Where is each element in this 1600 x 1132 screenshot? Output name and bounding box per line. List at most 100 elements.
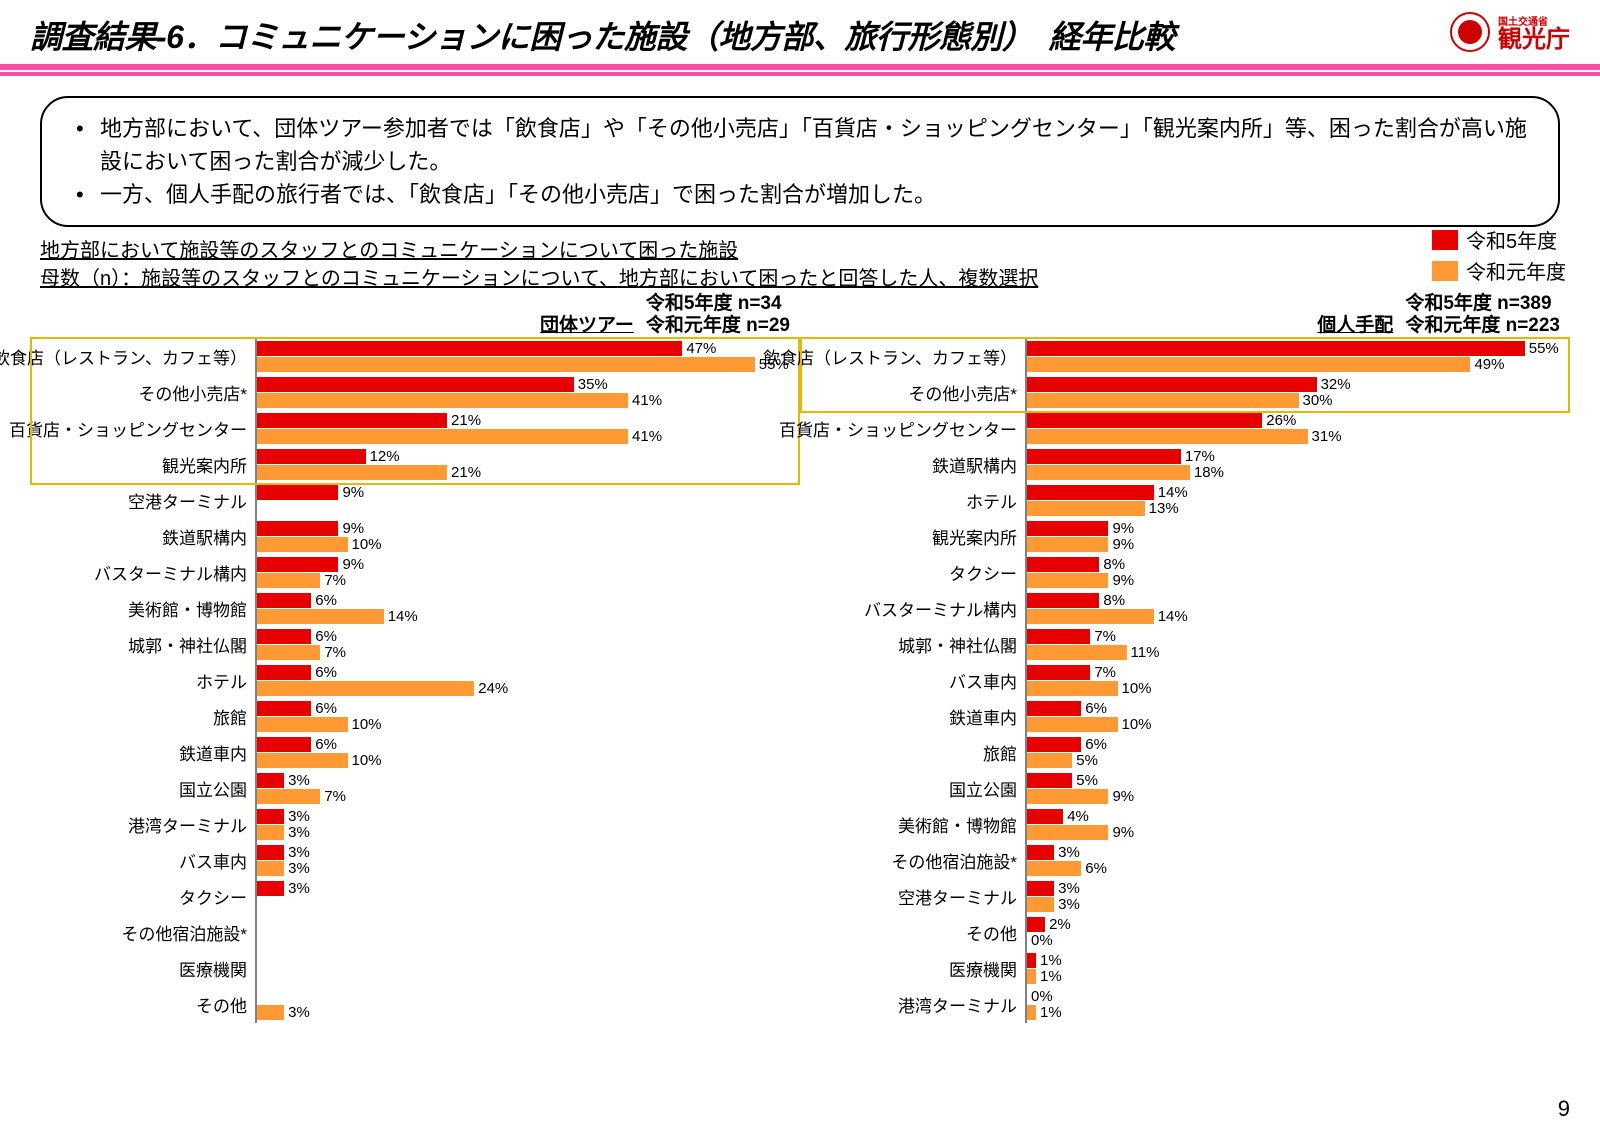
bar-row: その他宿泊施設*3%6% <box>800 843 1570 879</box>
bar-row: その他小売店*32%30% <box>800 375 1570 411</box>
bar-label: 旅館 <box>30 699 255 735</box>
agency-big: 観光庁 <box>1498 28 1570 52</box>
bar-cell: 17%18% <box>1025 447 1570 483</box>
bar-label: 城郭・神社仏閣 <box>800 627 1025 663</box>
bar-r5 <box>1027 377 1317 392</box>
swatch-r5 <box>1432 230 1458 250</box>
bar-r5 <box>257 557 338 572</box>
bar-r5 <box>1027 665 1090 680</box>
bar-row: 医療機関 <box>30 951 800 987</box>
bar-r5 <box>1027 701 1081 716</box>
bar-r5 <box>257 845 284 860</box>
bar-label: タクシー <box>800 555 1025 591</box>
bar-value: 7% <box>320 573 346 588</box>
bar-cell: 9%10% <box>255 519 800 555</box>
bar-label: バス車内 <box>800 663 1025 699</box>
bar-r5 <box>1027 341 1525 356</box>
bar-cell: 7%10% <box>1025 663 1570 699</box>
chart-right: 個人手配 令和5年度 n=389 令和元年度 n=223 飲食店（レストラン、カ… <box>800 293 1570 1023</box>
logo-icon <box>1450 12 1490 52</box>
bar-label: その他宿泊施設* <box>800 843 1025 879</box>
bar-row: バスターミナル構内9%7% <box>30 555 800 591</box>
bar-row: 空港ターミナル3%3% <box>800 879 1570 915</box>
bar-value: 18% <box>1190 465 1224 480</box>
bar-r5 <box>257 629 311 644</box>
bar-cell: 9% <box>255 483 800 519</box>
bar-row: タクシー3% <box>30 879 800 915</box>
bar-label: 鉄道駅構内 <box>30 519 255 555</box>
bar-r1 <box>257 789 320 804</box>
bar-label: バスターミナル構内 <box>800 591 1025 627</box>
bar-value: 14% <box>384 609 418 624</box>
bar-row: 国立公園5%9% <box>800 771 1570 807</box>
bar-row: 飲食店（レストラン、カフェ等）47%55% <box>30 339 800 375</box>
bar-row: その他宿泊施設* <box>30 915 800 951</box>
bar-row: ホテル6%24% <box>30 663 800 699</box>
bar-cell: 7%11% <box>1025 627 1570 663</box>
bar-r5 <box>1027 593 1099 608</box>
bar-label: 旅館 <box>800 735 1025 771</box>
bar-value: 8% <box>1099 593 1125 608</box>
bar-r1 <box>1027 969 1036 984</box>
bar-value: 3% <box>284 773 310 788</box>
bar-label: 飲食店（レストラン、カフェ等） <box>30 339 255 375</box>
bar-value: 1% <box>1036 953 1062 968</box>
bar-cell: 8%9% <box>1025 555 1570 591</box>
bar-row: 旅館6%5% <box>800 735 1570 771</box>
bar-value: 41% <box>628 429 662 444</box>
bar-r1 <box>1027 465 1190 480</box>
bar-value: 55% <box>1525 341 1559 356</box>
bar-value: 10% <box>1118 681 1152 696</box>
bar-cell: 6%7% <box>255 627 800 663</box>
bar-row: バス車内3%3% <box>30 843 800 879</box>
bar-r5 <box>257 701 311 716</box>
bar-value: 6% <box>311 737 337 752</box>
bar-row: 城郭・神社仏閣7%11% <box>800 627 1570 663</box>
bar-r5 <box>257 485 338 500</box>
bar-label: 観光案内所 <box>30 447 255 483</box>
bar-row: 鉄道車内6%10% <box>30 735 800 771</box>
bar-r1 <box>257 357 755 372</box>
bar-value: 26% <box>1262 413 1296 428</box>
bar-r1 <box>257 609 384 624</box>
bar-cell: 3%3% <box>255 843 800 879</box>
bar-cell: 3%3% <box>255 807 800 843</box>
bar-label: 百貨店・ショッピングセンター <box>800 411 1025 447</box>
bar-r1 <box>1027 501 1145 516</box>
bar-row: 飲食店（レストラン、カフェ等）55%49% <box>800 339 1570 375</box>
bar-row: 医療機関1%1% <box>800 951 1570 987</box>
bar-rows-right: 飲食店（レストラン、カフェ等）55%49%その他小売店*32%30%百貨店・ショ… <box>800 339 1570 1023</box>
bar-r1 <box>1027 573 1108 588</box>
chart-right-n-r5: 令和5年度 n=389 <box>1405 293 1560 315</box>
bar-label: 国立公園 <box>800 771 1025 807</box>
summary-box: 地方部において、団体ツアー参加者では「飲食店」や「その他小売店」「百貨店・ショッ… <box>40 96 1560 227</box>
bar-cell: 12%21% <box>255 447 800 483</box>
bar-label: 国立公園 <box>30 771 255 807</box>
bar-r1 <box>257 645 320 660</box>
bar-r1 <box>1027 393 1299 408</box>
bar-r5 <box>1027 953 1036 968</box>
bar-value: 32% <box>1317 377 1351 392</box>
bar-row: 鉄道駅構内9%10% <box>30 519 800 555</box>
bar-label: 鉄道駅構内 <box>800 447 1025 483</box>
bar-row: その他2%0% <box>800 915 1570 951</box>
bar-value: 9% <box>338 485 364 500</box>
bar-cell: 26%31% <box>1025 411 1570 447</box>
bar-r5 <box>1027 413 1262 428</box>
bar-value: 47% <box>682 341 716 356</box>
bar-value: 10% <box>348 537 382 552</box>
bar-value: 12% <box>366 449 400 464</box>
header: 調査結果-6．コミュニケーションに困った施設（地方部、旅行形態別） 経年比較 国… <box>0 0 1600 58</box>
bar-r5 <box>1027 773 1072 788</box>
bar-row: その他小売店*35%41% <box>30 375 800 411</box>
bar-r1 <box>257 717 348 732</box>
bar-cell: 3% <box>255 987 800 1023</box>
bar-r5 <box>1027 881 1054 896</box>
chart-left-n-r5: 令和5年度 n=34 <box>646 293 790 315</box>
bar-row: 城郭・神社仏閣6%7% <box>30 627 800 663</box>
bar-value: 3% <box>284 861 310 876</box>
bar-row: 観光案内所12%21% <box>30 447 800 483</box>
bar-value: 3% <box>284 881 310 896</box>
chart-left-title: 団体ツアー <box>540 310 634 337</box>
bar-r1 <box>1027 645 1127 660</box>
